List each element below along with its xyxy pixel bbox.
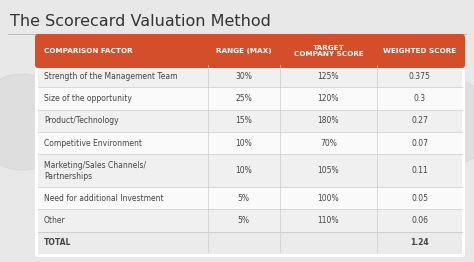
Bar <box>38 110 462 132</box>
Text: TARGET
COMPANY SCORE: TARGET COMPANY SCORE <box>293 45 363 57</box>
Text: Other: Other <box>44 216 66 225</box>
FancyBboxPatch shape <box>35 34 465 257</box>
Text: Need for additional Investment: Need for additional Investment <box>44 194 164 203</box>
Text: 5%: 5% <box>237 216 250 225</box>
Text: 180%: 180% <box>318 116 339 125</box>
Text: 10%: 10% <box>235 166 252 175</box>
Text: WEIGHTED SCORE: WEIGHTED SCORE <box>383 48 456 54</box>
Text: TOTAL: TOTAL <box>44 238 72 247</box>
Text: 15%: 15% <box>235 116 252 125</box>
Text: COMPARISON FACTOR: COMPARISON FACTOR <box>44 48 133 54</box>
Text: Marketing/Sales Channels/
Partnerships: Marketing/Sales Channels/ Partnerships <box>44 161 146 181</box>
Bar <box>38 232 462 254</box>
Bar <box>38 65 462 87</box>
Text: RANGE (MAX): RANGE (MAX) <box>216 48 272 54</box>
Bar <box>38 187 462 209</box>
Bar <box>38 209 462 232</box>
Text: 0.27: 0.27 <box>411 116 428 125</box>
Bar <box>38 52 462 65</box>
Text: 100%: 100% <box>318 194 339 203</box>
Bar <box>38 154 462 187</box>
Text: Strength of the Management Team: Strength of the Management Team <box>44 72 177 81</box>
Text: Product/Technology: Product/Technology <box>44 116 118 125</box>
Text: 0.07: 0.07 <box>411 139 428 148</box>
Text: 0.375: 0.375 <box>409 72 430 81</box>
Circle shape <box>0 74 70 170</box>
Bar <box>38 87 462 110</box>
Text: Competitive Environment: Competitive Environment <box>44 139 142 148</box>
Text: 0.3: 0.3 <box>413 94 426 103</box>
Text: Size of the opportunity: Size of the opportunity <box>44 94 132 103</box>
Text: 120%: 120% <box>318 94 339 103</box>
Text: 125%: 125% <box>318 72 339 81</box>
Circle shape <box>410 80 474 164</box>
Text: 1.24: 1.24 <box>410 238 429 247</box>
Text: 0.05: 0.05 <box>411 194 428 203</box>
Text: 5%: 5% <box>237 194 250 203</box>
FancyBboxPatch shape <box>35 34 465 68</box>
Text: The Scorecard Valuation Method: The Scorecard Valuation Method <box>10 14 271 29</box>
Text: 30%: 30% <box>235 72 252 81</box>
Text: 105%: 105% <box>318 166 339 175</box>
Text: 0.11: 0.11 <box>411 166 428 175</box>
Text: 10%: 10% <box>235 139 252 148</box>
Text: 0.06: 0.06 <box>411 216 428 225</box>
Text: 70%: 70% <box>320 139 337 148</box>
Text: 110%: 110% <box>318 216 339 225</box>
Bar <box>38 132 462 154</box>
Text: 25%: 25% <box>235 94 252 103</box>
